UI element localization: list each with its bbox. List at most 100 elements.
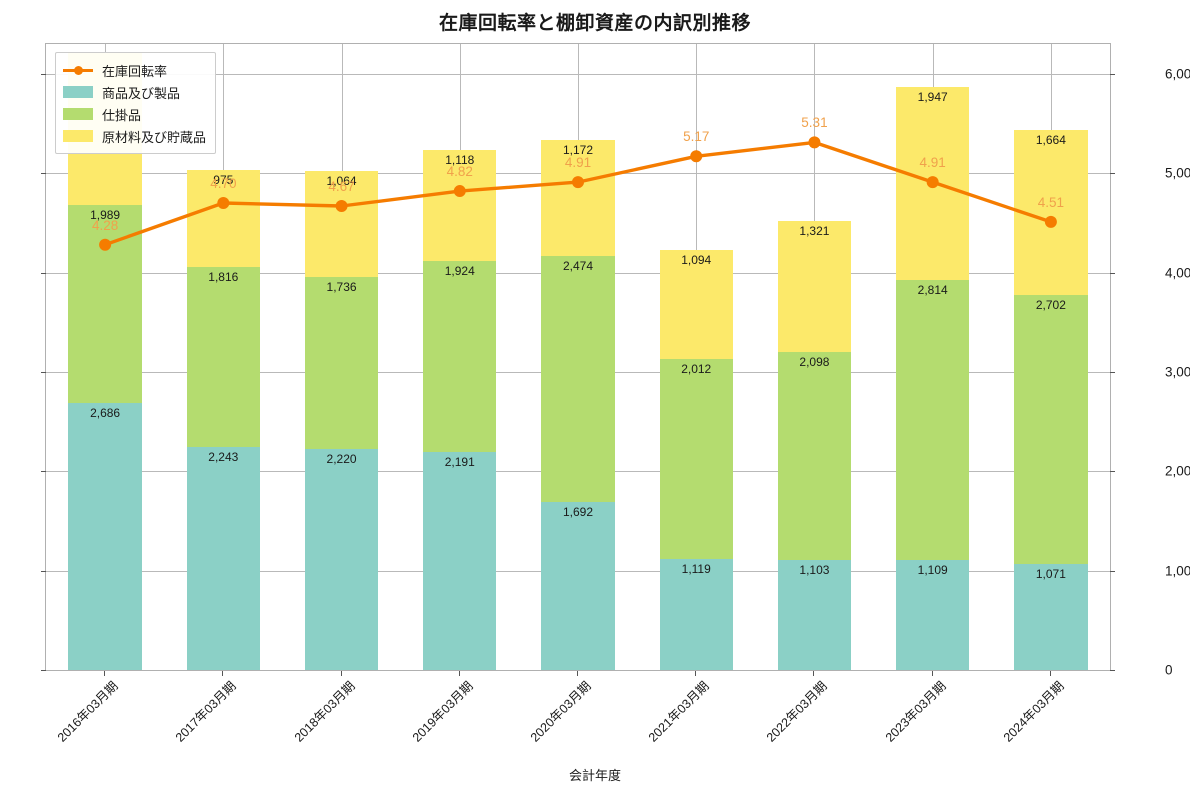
stacked-bar[interactable]: 1,119 2,012 1,094 (659, 44, 733, 670)
x-axis-tick-mark (1049, 671, 1051, 676)
y-axis-left-tick-mark (41, 272, 46, 274)
legend-swatch-icon (63, 108, 93, 120)
y-axis-right-tick: 4,000 (1165, 265, 1190, 281)
bar-segment-genzairyo[interactable]: 1,664 (1014, 129, 1088, 296)
y-axis-right-tick-mark (1110, 670, 1115, 671)
y-axis-right-tick-mark (1110, 173, 1115, 175)
bar-segment-shohin[interactable]: 1,119 (659, 558, 733, 670)
x-axis-tick-label: 2021年03月期 (646, 678, 712, 745)
legend-item[interactable]: 仕掛品 (63, 103, 206, 125)
bar-segment-shikakari[interactable]: 2,814 (896, 280, 970, 560)
bar-segment-value: 2,686 (90, 406, 121, 421)
bar-segment-shohin[interactable]: 2,191 (423, 452, 497, 670)
turnover-point-label: 4.91 (919, 155, 946, 171)
y-axis-right-tick: 5,000 (1165, 165, 1190, 181)
stacked-bar[interactable]: 1,692 2,474 1,172 (541, 44, 615, 670)
bar-segment-shikakari[interactable]: 2,012 (659, 358, 733, 559)
x-axis-tick-label: 2018年03月期 (291, 678, 358, 745)
y-axis-left-tick-mark (41, 73, 46, 75)
bar-segment-value: 2,191 (444, 455, 475, 470)
x-axis-tick-label: 2023年03月期 (882, 678, 949, 745)
bar-segment-value: 2,220 (326, 452, 357, 467)
y-axis-right-tick: 3,000 (1165, 364, 1190, 380)
stacked-bar[interactable]: 1,109 2,814 1,947 (896, 44, 970, 670)
y-axis-right-tick: 2,000 (1165, 463, 1190, 479)
bar-segment-genzairyo[interactable]: 1,947 (896, 86, 970, 281)
bar-segment-value: 1,071 (1035, 566, 1066, 581)
bar-segment-shikakari[interactable]: 2,098 (777, 351, 852, 561)
turnover-point-label: 4.91 (564, 155, 592, 171)
stacked-bar[interactable]: 1,103 2,098 1,321 (777, 44, 852, 670)
turnover-point-label: 4.67 (328, 178, 355, 194)
bar-segment-value: 1,103 (799, 563, 830, 578)
bar-segment-shohin[interactable]: 1,071 (1014, 563, 1088, 670)
y-axis-left-tick-mark (41, 670, 46, 671)
bar-segment-value: 1,924 (444, 264, 475, 279)
bar-segment-shohin[interactable]: 1,692 (541, 501, 615, 670)
legend-item-label: 原材料及び貯蔵品 (102, 129, 207, 145)
legend-item[interactable]: 在庫回転率 (63, 59, 206, 81)
y-axis-right-tick: 6,000 (1165, 66, 1190, 82)
stacked-bar[interactable]: 2,220 1,736 1,064 (304, 44, 379, 670)
x-axis-tick-label: 2016年03月期 (54, 678, 121, 745)
bar-segment-shikakari[interactable]: 1,989 (68, 205, 142, 404)
bar-segment-genzairyo[interactable]: 1,094 (659, 250, 733, 359)
x-axis-tick-mark (340, 671, 342, 676)
y-axis-right-tick-mark (1110, 471, 1115, 473)
bar-segment-shohin[interactable]: 1,109 (896, 559, 970, 670)
bar-segment-value: 1,736 (326, 279, 357, 294)
bar-segment-value: 1,109 (917, 562, 948, 577)
x-axis-tick-mark (813, 671, 815, 676)
x-axis-tick-label: 2019年03月期 (409, 678, 476, 745)
x-axis-tick-label: 2022年03月期 (764, 678, 831, 745)
y-axis-right-tick: 0 (1165, 662, 1173, 678)
bar-segment-value: 2,012 (681, 361, 712, 376)
legend: 在庫回転率商品及び製品 仕掛品原材料及び貯蔵品 (55, 52, 217, 154)
y-axis-right-tick-mark (1110, 73, 1115, 75)
bar-segment-shikakari[interactable]: 1,736 (304, 276, 379, 450)
y-axis-right-tick-mark (1110, 371, 1115, 373)
stacked-bar[interactable]: 2,191 1,924 1,118 (423, 44, 497, 670)
x-axis-tick-mark (458, 671, 460, 676)
legend-item-label: 在庫回転率 (102, 63, 168, 79)
y-axis-right-tick-mark (1110, 272, 1115, 274)
legend-item-label: 商品及び製品 (102, 85, 181, 101)
bar-segment-value: 2,098 (799, 354, 830, 369)
legend-item-label: 仕掛品 (102, 107, 142, 123)
bar-segment-shikakari[interactable]: 1,816 (186, 266, 260, 448)
bar-segment-shohin[interactable]: 2,220 (304, 449, 379, 670)
y-axis-left-tick-mark (41, 173, 46, 175)
y-axis-left-tick-mark (41, 471, 46, 473)
y-axis-right-tick: 1,000 (1165, 563, 1190, 579)
legend-swatch-icon (63, 130, 93, 142)
bar-segment-shikakari[interactable]: 2,474 (541, 256, 615, 502)
x-axis-tick-label: 2017年03月期 (173, 678, 240, 745)
x-axis-tick-mark (695, 671, 697, 676)
legend-line-marker-icon (63, 64, 93, 76)
bar-segment-shohin[interactable]: 1,103 (777, 560, 852, 670)
turnover-point-label: 5.17 (683, 129, 710, 145)
stacked-bar[interactable]: 1,071 2,702 1,664 (1014, 44, 1088, 670)
y-axis-left-tick-mark (41, 371, 46, 373)
bar-segment-value: 1,664 (1035, 132, 1066, 147)
x-axis-tick-label: 2024年03月期 (1000, 678, 1067, 745)
bar-segment-shohin[interactable]: 2,686 (68, 403, 142, 670)
legend-item[interactable]: 原材料及び貯蔵品 (63, 125, 206, 147)
y-axis-right-tick-mark (1110, 570, 1115, 572)
bar-segment-value: 2,243 (208, 450, 239, 465)
bar-segment-shikakari[interactable]: 1,924 (423, 261, 497, 453)
turnover-point-label: 4.70 (210, 175, 237, 191)
x-axis-tick-mark (104, 671, 106, 676)
bar-segment-shikakari[interactable]: 2,702 (1014, 295, 1088, 564)
bar-segment-value: 1,947 (917, 89, 948, 104)
turnover-point-label: 4.82 (446, 164, 473, 180)
bar-segment-genzairyo[interactable]: 1,321 (777, 220, 852, 352)
bar-segment-shohin[interactable]: 2,243 (186, 447, 260, 670)
legend-swatch-icon (63, 86, 93, 98)
legend-item[interactable]: 商品及び製品 (63, 81, 206, 103)
bar-segment-value: 1,816 (208, 269, 239, 284)
bar-segment-value: 2,702 (1035, 298, 1066, 313)
x-axis-tick-mark (222, 671, 224, 676)
